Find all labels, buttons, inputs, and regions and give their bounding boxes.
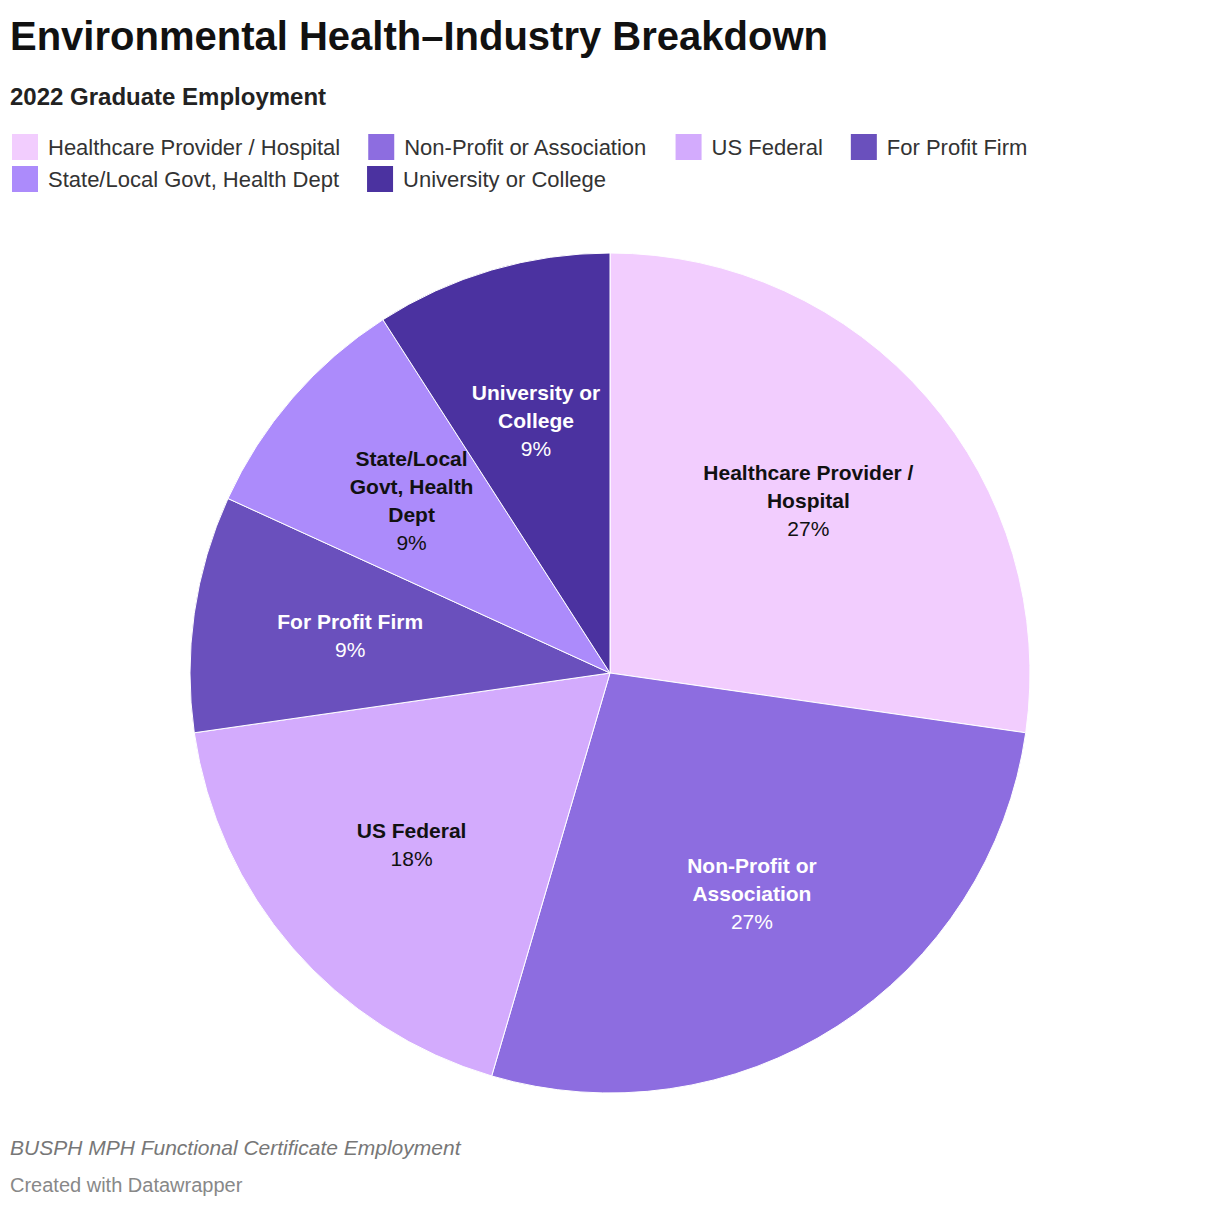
legend-label: Healthcare Provider / Hospital (48, 135, 340, 160)
data-label: 9% (521, 437, 551, 460)
data-label: 9% (396, 531, 426, 554)
pie-slice (194, 673, 610, 1076)
data-label: 27% (731, 910, 773, 933)
data-label: 9% (335, 638, 365, 661)
title: Environmental Health–Industry Breakdown (10, 14, 828, 58)
label-line: Association (692, 882, 811, 905)
legend: Healthcare Provider / Hospital Non-Profit… (12, 134, 1027, 192)
slices (190, 253, 1030, 1093)
slice-category-label: State/Local Govt, Health Dept (350, 447, 474, 526)
legend-swatch (676, 134, 702, 160)
slice-category-label: For Profit Firm (277, 610, 423, 633)
label-line: Healthcare Provider / (703, 461, 913, 484)
pie-slice (610, 253, 1030, 733)
slice-category-label: Non-Profit or Association (687, 854, 816, 905)
subtitle: 2022 Graduate Employment (10, 83, 326, 110)
label-line: Govt, Health (350, 475, 474, 498)
legend-swatch (851, 134, 877, 160)
slice-category-label: University or College (472, 381, 600, 432)
legend-swatch (12, 166, 38, 192)
source-note: BUSPH MPH Functional Certificate Employm… (10, 1136, 462, 1159)
label-line: Non-Profit or (687, 854, 816, 877)
data-label: 27% (787, 517, 829, 540)
legend-label: University or College (403, 167, 606, 192)
label-line: Dept (388, 503, 435, 526)
data-label: 18% (391, 847, 433, 870)
chart: Environmental Health–Industry Breakdown 2… (0, 0, 1220, 1208)
legend-label: Non-Profit or Association (404, 135, 646, 160)
label-line: State/Local (356, 447, 468, 470)
label-line: Hospital (767, 489, 850, 512)
slice-category-label: US Federal (357, 819, 467, 842)
legend-swatch (12, 134, 38, 160)
legend-swatch (367, 166, 393, 192)
label-line: College (498, 409, 574, 432)
slice-labels: Healthcare Provider / Hospital 27% Non-Prof… (277, 381, 913, 933)
legend-swatch (368, 134, 394, 160)
label-line: For Profit Firm (277, 610, 423, 633)
credit: Created with Datawrapper (10, 1174, 243, 1196)
legend-label: US Federal (712, 135, 823, 160)
slice-category-label: Healthcare Provider / Hospital (703, 461, 913, 512)
legend-label: State/Local Govt, Health Dept (48, 167, 339, 192)
label-line: US Federal (357, 819, 467, 842)
label-line: University or (472, 381, 600, 404)
legend-label: For Profit Firm (887, 135, 1028, 160)
